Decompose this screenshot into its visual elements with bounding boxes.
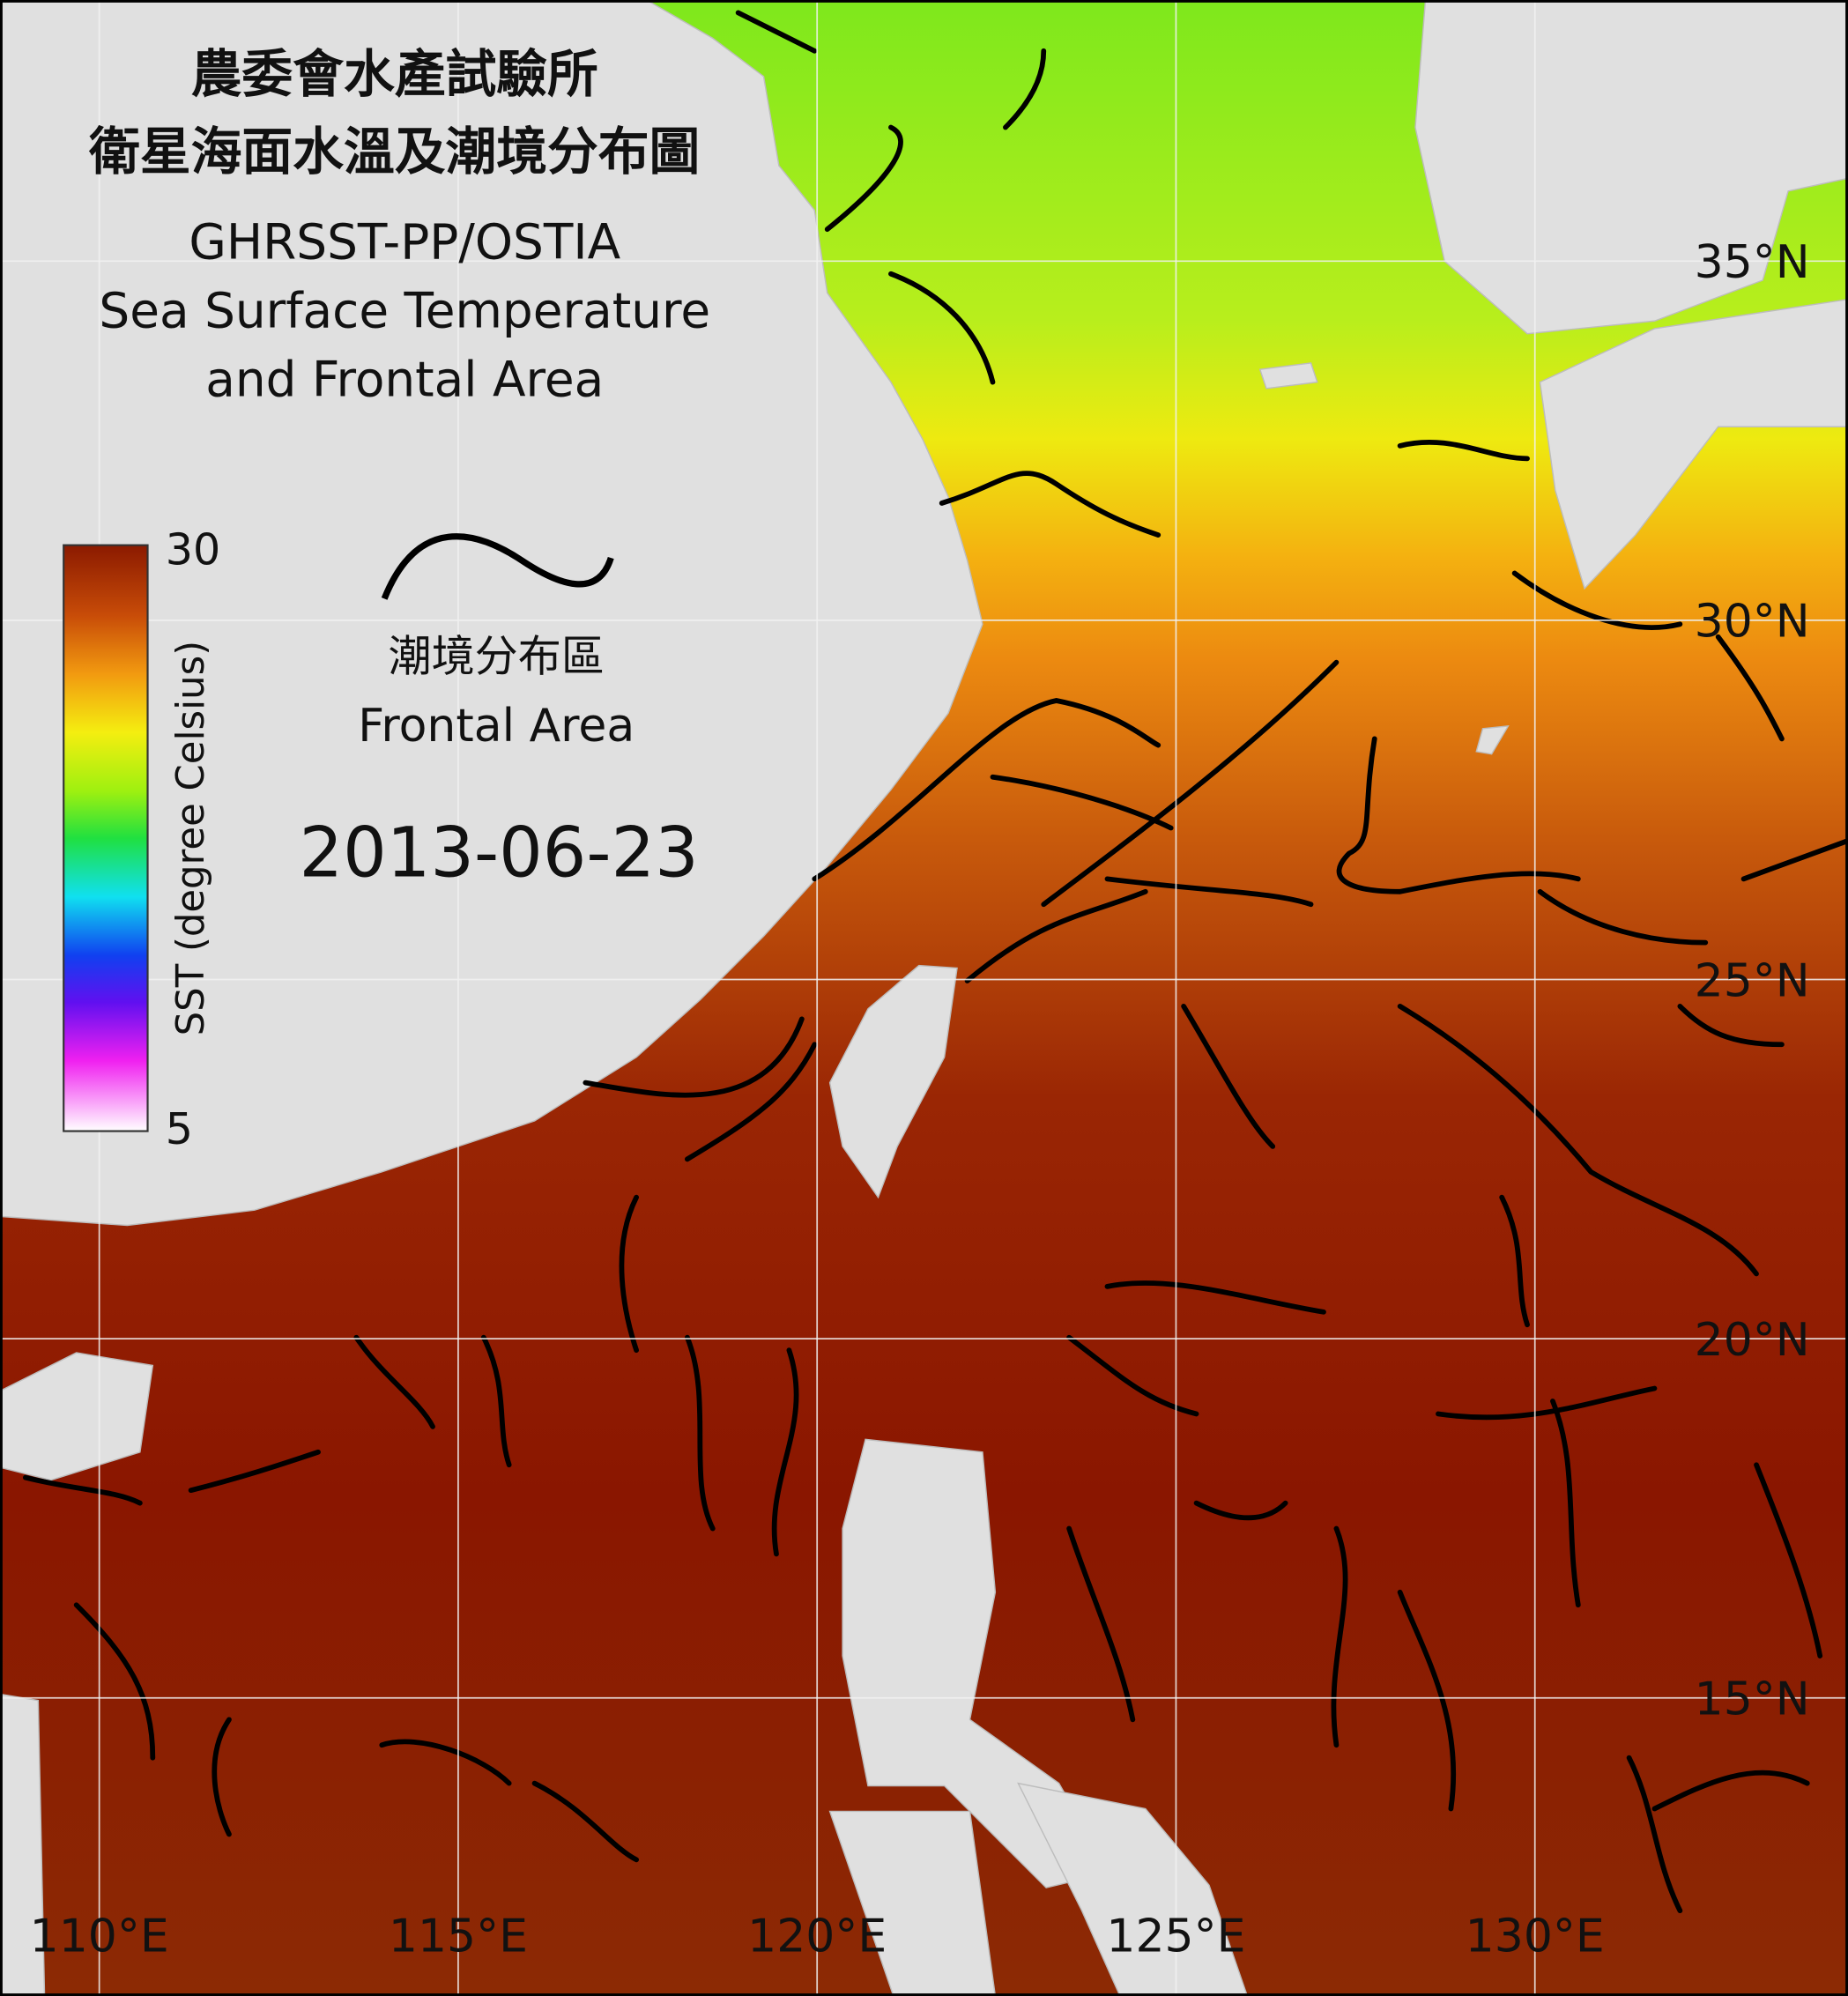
- lon-label: 130°E: [1466, 1910, 1605, 1963]
- colorbar-scale: [63, 544, 149, 1132]
- lat-label: 25°N: [1695, 954, 1810, 1007]
- frontal-lines: [22, 10, 1848, 1914]
- lat-label: 15°N: [1695, 1673, 1810, 1726]
- title-zh: 衛星海面水溫及潮境分布圖: [88, 122, 700, 182]
- lat-label: 30°N: [1695, 596, 1810, 649]
- product: GHRSST-PP/OSTIA: [189, 213, 620, 270]
- lat-label: 35°N: [1695, 236, 1810, 289]
- title-block: 農委會水產試驗所 衛星海面水溫及潮境分布圖 GHRSST-PP/OSTIA Se…: [88, 44, 710, 407]
- front-legend-line: [381, 533, 614, 600]
- lon-label: 120°E: [747, 1910, 887, 1963]
- colorbar-min: 5: [166, 1103, 193, 1154]
- colorbar-max: 30: [166, 523, 220, 575]
- front-legend: 潮境分布區 Frontal Area: [358, 533, 635, 753]
- colorbar: 30 5 SST (degree Celsius): [63, 523, 220, 1154]
- date: 2013-06-23: [300, 813, 699, 893]
- graticule-labels: 110°E 115°E 120°E 125°E 130°E 35°N 30°N 25°N 20°…: [30, 236, 1810, 1963]
- lon-label: 115°E: [389, 1910, 528, 1963]
- front-legend-zh: 潮境分布區: [389, 631, 605, 682]
- title-zh: 農委會水產試驗所: [191, 44, 598, 104]
- front-legend-en: Frontal Area: [358, 700, 635, 753]
- colorbar-label: SST (degree Celsius): [169, 641, 213, 1035]
- title-en: and Frontal Area: [205, 352, 604, 408]
- lon-label: 110°E: [30, 1910, 169, 1963]
- lon-label: 125°E: [1106, 1910, 1245, 1963]
- title-en: Sea Surface Temperature: [99, 282, 710, 338]
- lat-label: 20°N: [1695, 1314, 1810, 1367]
